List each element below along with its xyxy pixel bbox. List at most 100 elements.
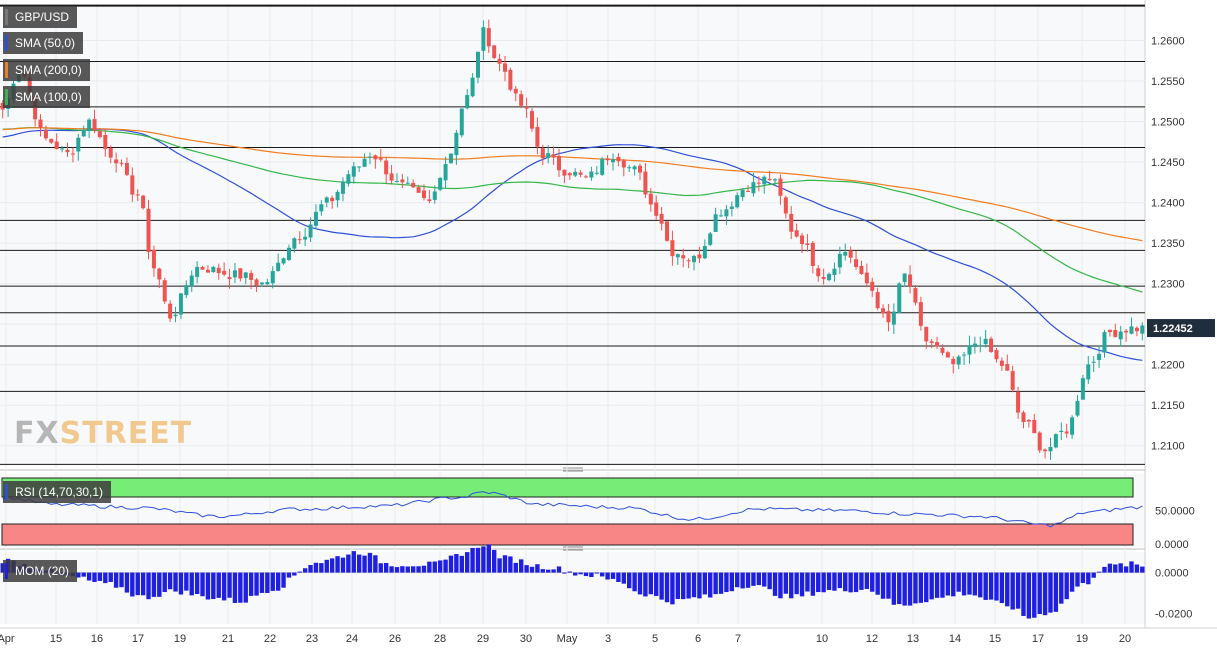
mom-bar-138 (745, 572, 751, 588)
candle-body-33 (178, 293, 183, 315)
mom-bar-133 (718, 572, 724, 594)
candle-body-17 (92, 119, 97, 131)
mom-bar-107 (578, 572, 583, 575)
mom-bar-61 (329, 558, 335, 573)
mom-bar-56 (302, 568, 308, 573)
mom-bar-190 (1026, 572, 1032, 619)
mom-bar-194 (1048, 572, 1053, 613)
mom-bar-198 (1069, 572, 1075, 592)
candle-body-80 (432, 191, 437, 200)
mom-bar-144 (778, 572, 783, 599)
candle-body-26 (141, 195, 146, 209)
mom-bar-39 (211, 572, 216, 600)
legend-mom[interactable]: MOM (20) (3, 560, 77, 582)
mom-bar-64 (346, 554, 351, 573)
candle-body-119 (643, 171, 648, 195)
legend-sma50[interactable]: SMA (50,0) (3, 32, 84, 54)
mom-bar-89 (481, 546, 486, 573)
time-tick-23: 17 (1032, 633, 1044, 645)
mom-bar-189 (1021, 572, 1026, 616)
candle-body-181 (978, 345, 983, 347)
mom-bar-209 (1129, 561, 1134, 573)
legend-rsi[interactable]: RSI (14,70,30,1) (3, 481, 112, 503)
last-price-badge (1147, 319, 1215, 338)
mom-bar-51 (275, 572, 281, 591)
candle-body-207 (1118, 331, 1123, 340)
candlesticks (0, 19, 1145, 460)
mom-bar-117 (632, 572, 637, 592)
candle-body-122 (659, 213, 664, 224)
time-tick-24: 19 (1076, 633, 1088, 645)
candle-body-111 (600, 158, 605, 175)
price-tick-9: 1.2150 (1151, 400, 1185, 412)
candle-body-70 (378, 157, 383, 160)
legend-sma100[interactable]: SMA (100,0) (3, 86, 90, 108)
mom-bar-55 (297, 571, 302, 573)
candle-body-32 (173, 314, 178, 317)
mom-bar-175 (945, 572, 951, 596)
mom-bar-173 (934, 572, 940, 598)
mom-bar-24 (130, 572, 135, 597)
rsi-line (2, 491, 1143, 528)
legend-symbol[interactable]: GBP/USD (3, 6, 78, 28)
candle-body-82 (443, 164, 448, 181)
mom-bar-54 (292, 572, 297, 576)
mom-bar-86 (464, 552, 470, 573)
mom-bar-104 (562, 572, 567, 574)
candle-body-175 (945, 352, 950, 358)
candle-body-115 (621, 160, 626, 168)
mom-bar-101 (545, 569, 551, 573)
mom-bar-52 (281, 572, 286, 588)
candle-body-88 (475, 51, 480, 78)
mom-bar-71 (383, 563, 389, 573)
price-tick-8: 1.2200 (1151, 360, 1185, 372)
mom-bar-113 (610, 572, 616, 579)
mom-bar-183 (988, 572, 994, 600)
mom-bar-170 (918, 572, 924, 603)
mom-bar-44 (238, 572, 243, 603)
price-tick-5: 1.2350 (1151, 238, 1185, 250)
candle-body-183 (989, 338, 994, 352)
candle-body-5 (27, 77, 32, 94)
candle-body-19 (103, 135, 108, 150)
mom-bar-188 (1015, 572, 1021, 609)
candle-body-73 (394, 180, 399, 182)
mom-bar-57 (308, 565, 313, 573)
candle-body-206 (1113, 330, 1118, 337)
candle-body-108 (584, 176, 589, 178)
candle-body-182 (983, 338, 988, 345)
legend-sma200[interactable]: SMA (200,0) (3, 59, 90, 81)
mom-bar-201 (1086, 572, 1091, 585)
candle-body-187 (1010, 371, 1015, 390)
mom-bar-77 (416, 566, 421, 573)
candle-body-0 (0, 102, 5, 110)
mom-bar-42 (227, 572, 232, 598)
mom-bar-20 (108, 572, 113, 582)
candle-body-131 (708, 233, 713, 245)
candle-body-107 (578, 172, 583, 175)
mom-bar-68 (367, 552, 373, 573)
time-tick-4: 19 (174, 633, 186, 645)
mom-bar-208 (1123, 566, 1129, 573)
candle-body-121 (654, 202, 659, 216)
mom-bar-35 (189, 572, 194, 596)
candle-body-71 (384, 160, 389, 175)
mom-bar-110 (594, 572, 600, 574)
mom-swatch (5, 563, 8, 579)
candle-body-198 (1070, 417, 1075, 435)
candle-body-132 (713, 214, 718, 232)
candle-body-154 (832, 268, 837, 275)
candle-body-87 (470, 77, 475, 97)
candle-body-146 (789, 213, 794, 232)
candle-body-173 (935, 342, 940, 347)
candle-body-85 (459, 108, 464, 136)
candle-body-120 (648, 193, 653, 205)
candle-body-202 (1091, 361, 1096, 363)
mom-bar-49 (265, 572, 270, 593)
candle-body-147 (794, 230, 799, 237)
candle-body-200 (1080, 378, 1085, 400)
mom-bar-30 (162, 572, 167, 593)
candle-body-157 (848, 250, 853, 258)
sma50-line (2, 128, 1143, 361)
